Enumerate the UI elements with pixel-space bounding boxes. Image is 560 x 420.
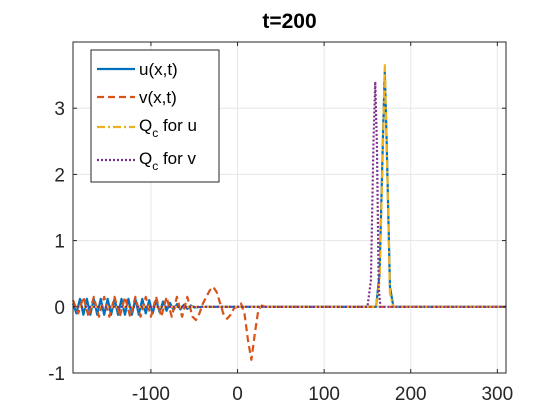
- x-tick-label: 200: [395, 384, 427, 405]
- legend-entry-qc-u: Qc for u: [97, 116, 197, 140]
- y-tick-label: 3: [54, 99, 65, 120]
- legend-label-v: v(x,t): [139, 88, 177, 107]
- axis-ticks: -100 0 100 200 300 -1 0 1 2 3: [48, 42, 513, 405]
- legend: u(x,t) v(x,t) Qc for u Qc for v: [90, 49, 220, 183]
- series-layer: [71, 64, 506, 361]
- x-tick-label: 100: [308, 384, 340, 405]
- axes-box: [72, 41, 507, 374]
- x-tick-label: 0: [232, 384, 243, 405]
- y-tick-label: 2: [54, 165, 65, 186]
- legend-box: [90, 49, 220, 183]
- x-tick-label: -100: [132, 384, 170, 405]
- legend-entry-v: v(x,t): [97, 88, 177, 107]
- x-tick-label: 300: [481, 384, 513, 405]
- series-line-2: [71, 285, 506, 361]
- y-tick-label: 0: [54, 298, 65, 319]
- y-tick-label: 1: [54, 232, 65, 253]
- legend-label-qc-v: Qc for v: [139, 149, 197, 173]
- legend-label-qc-u: Qc for u: [139, 116, 197, 140]
- legend-entry-qc-v: Qc for v: [97, 149, 197, 173]
- series-line-3: [73, 64, 506, 308]
- chart-title: t=200: [262, 10, 316, 33]
- legend-entry-u: u(x,t): [97, 60, 178, 79]
- series-line-4: [73, 80, 506, 308]
- legend-label-u: u(x,t): [139, 60, 178, 79]
- y-tick-label: -1: [48, 364, 65, 385]
